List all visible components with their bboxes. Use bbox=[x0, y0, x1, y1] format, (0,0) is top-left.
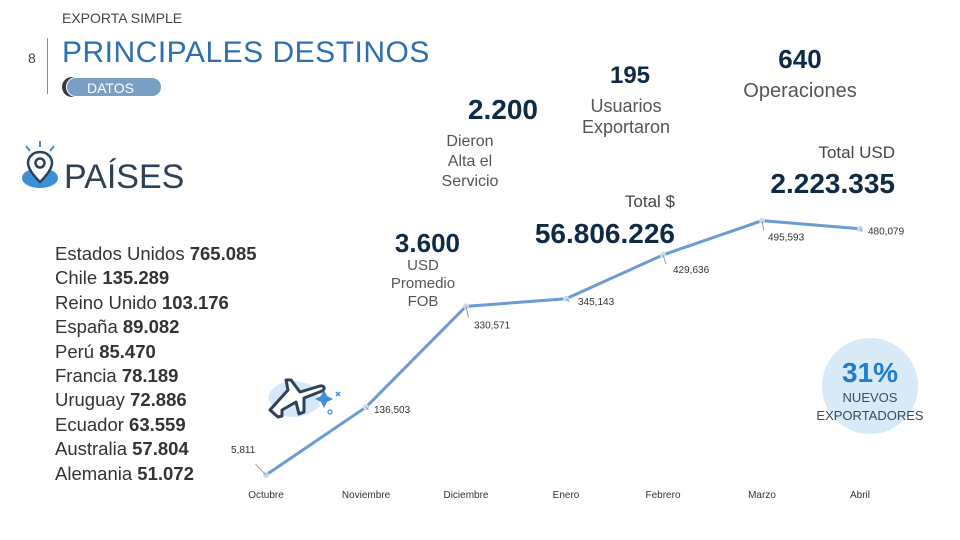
new-exporters-percent: 31% bbox=[842, 357, 898, 388]
country-list: Estados Unidos 765.085 Chile 135.289 Rei… bbox=[55, 242, 257, 486]
chart-x-tick-label: Febrero bbox=[645, 490, 680, 501]
header-divider bbox=[47, 38, 48, 94]
country-item: Estados Unidos 765.085 bbox=[55, 243, 257, 264]
chart-data-label: 495,593 bbox=[768, 233, 805, 244]
usuarios-label: Usuarios Exportaron bbox=[581, 96, 671, 137]
promedio-value: 3.600 bbox=[394, 228, 460, 258]
chart-data-label: 480,079 bbox=[868, 227, 905, 238]
chart-label-leader bbox=[365, 406, 369, 411]
chart-label-leader bbox=[255, 463, 267, 476]
total-usd-value: 2.223.335 bbox=[770, 168, 895, 199]
usuarios-stat: 195 bbox=[609, 62, 651, 89]
countries-heading: PAÍSES bbox=[64, 158, 185, 196]
chart-label-leader bbox=[565, 298, 570, 303]
chart-x-tick-label: Enero bbox=[553, 490, 580, 501]
chart-x-tick-label: Diciembre bbox=[443, 490, 488, 501]
page-number: 8 bbox=[28, 50, 36, 66]
chart-x-tick-label: Octubre bbox=[248, 490, 284, 501]
new-exporters-badge: 31% NUEVOS EXPORTADORES bbox=[812, 336, 932, 441]
airplane-icon bbox=[258, 370, 348, 437]
chart-label-leader bbox=[465, 306, 469, 318]
operaciones-label: Operaciones bbox=[743, 80, 857, 102]
country-item: Uruguay 72.886 bbox=[55, 389, 187, 411]
operaciones-stat: 640 bbox=[778, 44, 822, 74]
total-usd-label: Total USD bbox=[818, 143, 895, 162]
brand-label: EXPORTA SIMPLE bbox=[62, 10, 183, 26]
chart-x-tick-label: Noviembre bbox=[342, 490, 391, 501]
chart-data-label: 5,811 bbox=[231, 445, 256, 456]
alta-stat: 2.200 bbox=[467, 94, 538, 125]
country-item: Francia 78.189 bbox=[55, 365, 179, 387]
chart-data-label: 136,503 bbox=[374, 405, 411, 416]
chart-data-label: 429,636 bbox=[673, 265, 710, 276]
country-item: Chile 135.289 bbox=[55, 267, 170, 289]
chart-data-label: 345,143 bbox=[578, 297, 615, 308]
datos-badge: DATOS bbox=[66, 77, 162, 97]
country-item: España 89.082 bbox=[55, 316, 180, 338]
promedio-label: USD Promedio FOB bbox=[390, 257, 456, 310]
chart-label-leader bbox=[859, 228, 863, 232]
country-item: Ecuador 63.559 bbox=[55, 413, 186, 435]
chart-label-leader bbox=[662, 254, 667, 265]
chart-x-tick-label: Marzo bbox=[748, 490, 776, 501]
total-pesos-value: 56.806.226 bbox=[534, 218, 675, 249]
country-item: Perú 85.470 bbox=[55, 340, 156, 362]
new-exporters-line2: EXPORTADORES bbox=[816, 408, 923, 423]
new-exporters-line1: NUEVOS bbox=[843, 390, 898, 405]
country-item: Reino Unido 103.176 bbox=[55, 291, 229, 313]
chart-series-line bbox=[265, 219, 861, 477]
chart-label-leader bbox=[761, 220, 765, 231]
total-pesos-label: Total $ bbox=[624, 192, 675, 211]
chart-x-tick-label: Abril bbox=[850, 490, 870, 501]
alta-label: Dieron Alta el Servicio bbox=[441, 133, 499, 190]
country-item: Australia 57.804 bbox=[55, 438, 189, 460]
chart-data-label: 330,571 bbox=[474, 320, 511, 331]
location-pin-icon bbox=[16, 140, 64, 197]
page-title: PRINCIPALES DESTINOS bbox=[62, 36, 430, 69]
country-item: Alemania 51.072 bbox=[55, 462, 194, 484]
